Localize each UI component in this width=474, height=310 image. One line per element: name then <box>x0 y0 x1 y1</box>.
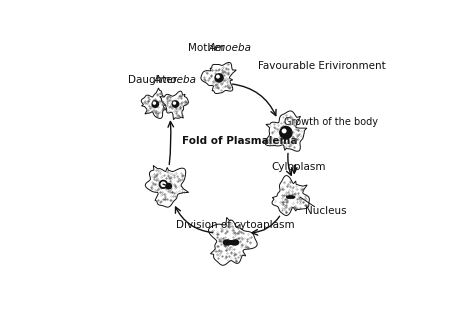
Circle shape <box>283 129 286 133</box>
Ellipse shape <box>286 196 295 199</box>
Circle shape <box>215 74 223 82</box>
Text: Favourable Erivironment: Favourable Erivironment <box>258 61 386 71</box>
Polygon shape <box>209 217 257 265</box>
Text: Amoeba: Amoeba <box>154 75 196 85</box>
Polygon shape <box>265 111 307 151</box>
Circle shape <box>152 101 158 107</box>
Circle shape <box>159 180 167 188</box>
Ellipse shape <box>231 240 238 245</box>
Text: Mother: Mother <box>188 43 228 53</box>
Polygon shape <box>272 175 310 215</box>
Text: Growth of the body: Growth of the body <box>283 117 377 127</box>
Ellipse shape <box>223 240 230 245</box>
Text: Division of cytoaplasm: Division of cytoaplasm <box>176 219 295 230</box>
Circle shape <box>173 102 175 104</box>
Circle shape <box>217 75 219 78</box>
Circle shape <box>161 182 165 186</box>
Circle shape <box>172 101 179 107</box>
Polygon shape <box>201 62 236 94</box>
Circle shape <box>154 102 155 104</box>
Polygon shape <box>146 166 189 207</box>
Text: Daughter: Daughter <box>128 75 181 85</box>
Circle shape <box>280 126 292 139</box>
Polygon shape <box>160 91 188 120</box>
Polygon shape <box>141 88 167 118</box>
Polygon shape <box>230 241 232 245</box>
Text: Cyloplasm: Cyloplasm <box>272 162 326 172</box>
Text: Nucleus: Nucleus <box>305 206 346 216</box>
Circle shape <box>166 184 172 189</box>
Text: Amoeba: Amoeba <box>209 43 252 53</box>
Text: Fold of Plasmalema: Fold of Plasmalema <box>182 136 298 146</box>
